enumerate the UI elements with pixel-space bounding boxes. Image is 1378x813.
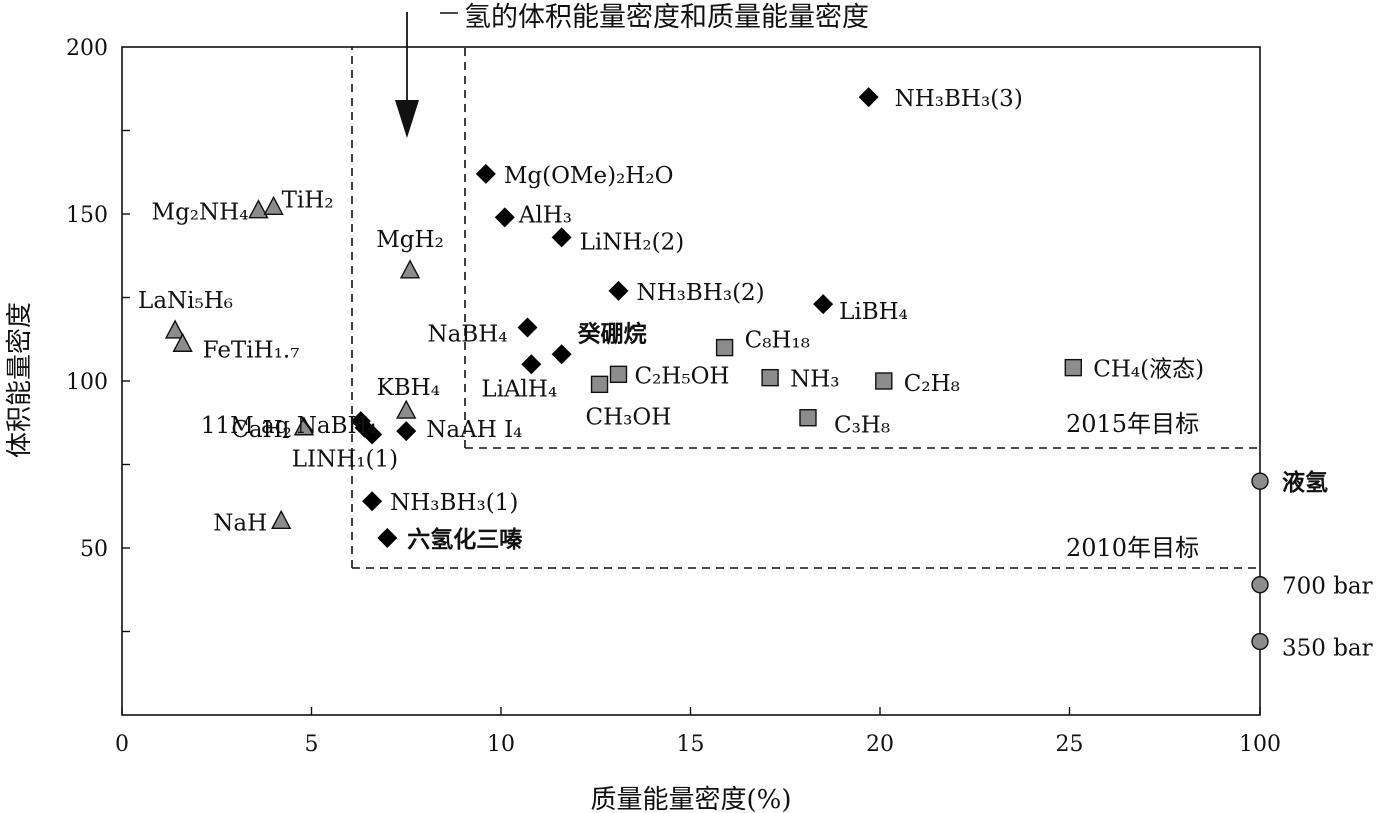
square-marker bbox=[590, 375, 609, 394]
point-label: CH₃OH bbox=[586, 404, 672, 430]
point-label: 700 bar bbox=[1282, 574, 1373, 600]
y-tick-label: 150 bbox=[66, 203, 108, 228]
point-label: LiNH₂(2) bbox=[580, 229, 685, 255]
data-labels: Mg₂NH₄ TiH₂ MgH₂ LaNi₅H₆ FeTiH₁.₇ KBH₄ CaH₂ NaH… bbox=[138, 86, 1373, 661]
point-label: LiBH₄ bbox=[839, 299, 908, 325]
point-label: KBH₄ bbox=[377, 375, 440, 401]
x-tick-label: 5 bbox=[305, 732, 319, 757]
x-tick-label: 25 bbox=[1056, 732, 1084, 757]
point-label: LiAlH₄ bbox=[481, 376, 557, 402]
x-tick-label: 20 bbox=[866, 732, 894, 757]
triangle-marker bbox=[164, 319, 186, 339]
title-arrow bbox=[395, 12, 458, 138]
point-label: 六氢化三嗪 bbox=[407, 526, 522, 553]
point-label: 11M aq NaBH₄ bbox=[201, 413, 377, 439]
target-regions bbox=[351, 47, 1260, 569]
triangle-marker bbox=[172, 332, 193, 352]
diamond-marker bbox=[608, 280, 629, 301]
diamond-marker bbox=[475, 163, 496, 184]
square-marker bbox=[715, 338, 734, 357]
diamond-marker bbox=[396, 421, 417, 442]
annotation-2015-target: 2015年目标 bbox=[1066, 410, 1199, 438]
x-tick-label: 0 bbox=[115, 732, 129, 757]
square-marker bbox=[799, 409, 817, 427]
diamond-marker bbox=[858, 87, 879, 108]
triangle-marker bbox=[396, 399, 417, 419]
point-label: LaNi₅H₆ bbox=[138, 288, 233, 314]
triangle-marker bbox=[399, 259, 421, 279]
point-label: Mg₂NH₄ bbox=[152, 200, 249, 226]
diamond-marker bbox=[377, 527, 398, 548]
point-label: NaBH₄ bbox=[427, 322, 507, 348]
point-label: AlH₃ bbox=[518, 202, 572, 228]
chart-title: 氢的体积能量密度和质量能量密度 bbox=[464, 2, 869, 33]
point-label: CaH₂ bbox=[231, 417, 292, 443]
point-label: NaH bbox=[213, 510, 267, 536]
point-label: MgH₂ bbox=[376, 227, 444, 253]
y-tick-label: 50 bbox=[80, 537, 108, 562]
diamond-marker bbox=[813, 294, 834, 315]
point-label: 350 bar bbox=[1282, 636, 1373, 662]
data-marks bbox=[164, 87, 1269, 651]
x-tick-label: 100 bbox=[1239, 732, 1281, 757]
point-label: TiH₂ bbox=[282, 187, 334, 213]
point-label: FeTiH₁.₇ bbox=[203, 337, 300, 363]
x-axis-label: 质量能量密度(%) bbox=[591, 785, 792, 813]
point-label: NH₃BH₃(3) bbox=[895, 86, 1023, 112]
triangle-marker bbox=[271, 509, 292, 529]
triangle-marker bbox=[293, 416, 315, 436]
point-label: CH₄(液态) bbox=[1093, 357, 1204, 383]
point-label: LINH₁(1) bbox=[292, 446, 398, 472]
diamond-marker bbox=[362, 424, 383, 445]
axis-ticks: 0 5 10 15 20 25 100 50 100 150 200 bbox=[66, 36, 1281, 757]
diamond-marker bbox=[551, 227, 572, 248]
square-marker bbox=[609, 365, 628, 384]
point-label: C₂H₅OH bbox=[634, 363, 729, 389]
square-marker bbox=[1064, 358, 1082, 377]
circle-marker bbox=[1251, 472, 1269, 490]
triangle-marker bbox=[263, 195, 284, 216]
point-label: C₈H₁₈ bbox=[745, 328, 810, 354]
x-tick-label: 10 bbox=[487, 732, 515, 757]
diamond-marker bbox=[494, 207, 515, 228]
y-tick-label: 200 bbox=[66, 36, 108, 61]
point-label: NH₃ bbox=[790, 367, 839, 393]
circle-marker bbox=[1251, 576, 1269, 594]
point-label: NaAH I₄ bbox=[426, 417, 522, 443]
diamond-marker bbox=[517, 317, 538, 338]
triangle-marker bbox=[248, 199, 269, 219]
square-marker bbox=[875, 372, 893, 390]
point-label: C₃H₈ bbox=[834, 413, 890, 439]
point-label: C₂H₈ bbox=[904, 371, 960, 397]
diamond-marker bbox=[521, 354, 542, 375]
diamond-marker bbox=[362, 491, 383, 512]
annotation-2010-target: 2010年目标 bbox=[1066, 534, 1199, 562]
point-label: Mg(OMe)₂H₂O bbox=[504, 163, 674, 189]
square-marker bbox=[761, 368, 779, 387]
y-tick-label: 100 bbox=[66, 370, 108, 395]
circle-marker bbox=[1251, 632, 1269, 651]
point-label: 液氢 bbox=[1282, 469, 1328, 496]
x-tick-label: 15 bbox=[677, 732, 705, 757]
y-axis-label: 体积能量密度 bbox=[5, 302, 35, 458]
point-label: NH₃BH₃(1) bbox=[390, 490, 518, 516]
point-label: 癸硼烷 bbox=[577, 320, 647, 347]
diamond-marker bbox=[551, 344, 572, 365]
point-label: NH₃BH₃(2) bbox=[636, 280, 764, 306]
